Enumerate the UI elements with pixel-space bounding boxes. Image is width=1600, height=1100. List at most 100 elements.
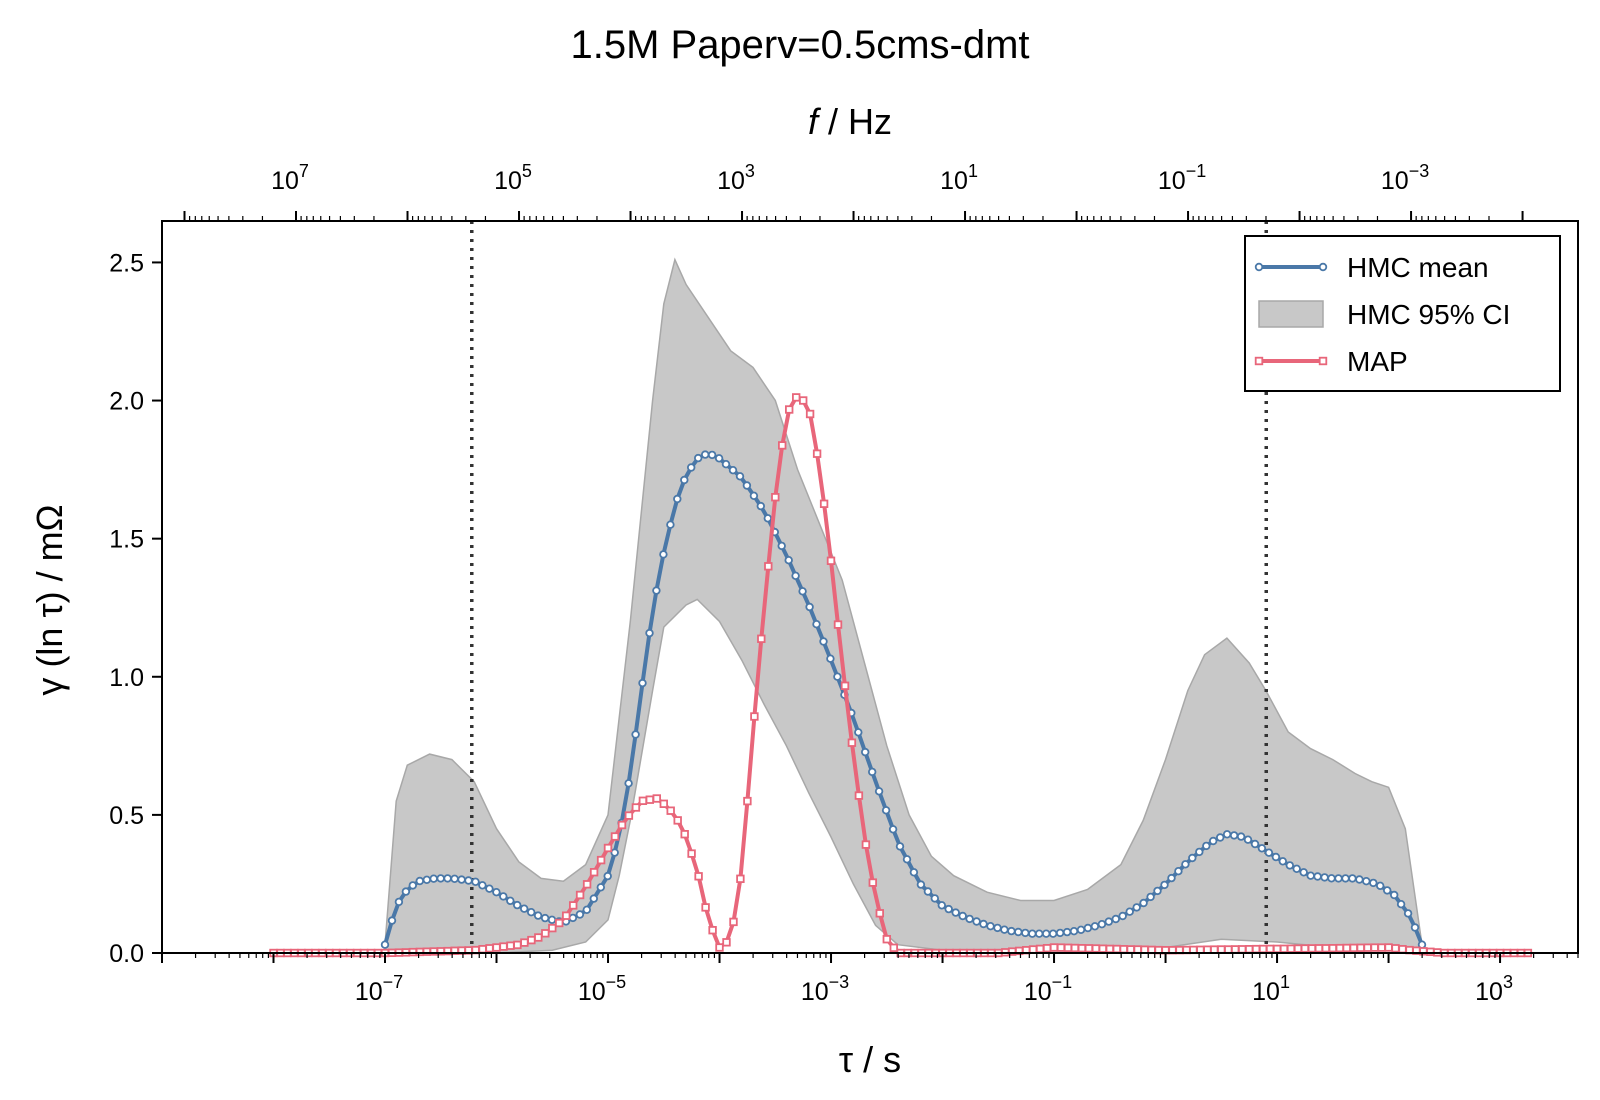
hmc-mean-point (1355, 875, 1364, 884)
map-point (1070, 943, 1080, 953)
map-point (715, 943, 724, 952)
hmc-mean-point (527, 908, 536, 917)
legend-label-hmc-95-ci: HMC 95% CI (1347, 299, 1510, 330)
hmc-mean-point (1382, 886, 1392, 895)
hmc-mean-point (520, 904, 529, 913)
legend-marker (1318, 356, 1328, 366)
hmc-mean-point (1069, 927, 1079, 936)
hmc-mean-point (1028, 929, 1037, 938)
hmc-mean-point (610, 848, 619, 857)
map-point (1300, 944, 1310, 953)
hmc-mean-point (1257, 844, 1267, 853)
map-point (840, 681, 850, 690)
hmc-mean-point (742, 481, 752, 490)
map-point (868, 878, 877, 887)
map-point (687, 849, 696, 858)
hmc-mean-point (1410, 923, 1420, 932)
hmc-mean-point (1062, 927, 1072, 937)
hmc-mean-point (958, 911, 967, 921)
map-point (1265, 944, 1275, 954)
hmc-mean-point (1034, 929, 1044, 938)
hmc-mean-point (1208, 836, 1218, 846)
y-axis-title: γ (ln τ) / mΩ (29, 504, 70, 695)
map-point (792, 393, 801, 402)
hmc-mean-point (485, 884, 494, 893)
map-point (889, 943, 898, 952)
hmc-mean-point (1111, 914, 1120, 924)
hmc-mean-point (1083, 923, 1093, 933)
map-point (1084, 944, 1094, 953)
hmc-mean-point (874, 787, 884, 796)
map-point (1272, 944, 1282, 954)
hmc-mean-point (965, 914, 974, 924)
hmc-mean-point (1403, 909, 1413, 918)
map-point (1258, 944, 1268, 954)
map-point (555, 918, 564, 928)
map-point (812, 449, 822, 458)
hmc-mean-point (1048, 929, 1058, 938)
map-point (1049, 943, 1059, 952)
map-point (610, 832, 620, 841)
hmc-mean-point (506, 896, 515, 905)
map-point (1105, 944, 1114, 954)
hmc-mean-point (812, 620, 821, 629)
map-point (680, 830, 689, 839)
hmc-mean-point (603, 871, 612, 881)
map-point (1363, 943, 1372, 952)
hmc-mean-point (721, 460, 731, 469)
hmc-mean-point (854, 728, 863, 737)
hmc-mean-point (1285, 861, 1294, 870)
map-point (882, 935, 891, 944)
map-point (750, 712, 759, 721)
hmc-mean-point (492, 888, 501, 897)
hmc-mean-point (888, 825, 898, 834)
hmc-mean-point (1264, 848, 1274, 857)
legend-marker (1254, 356, 1264, 366)
hmc-mean-point (1021, 928, 1030, 938)
map-point (1056, 943, 1066, 952)
map-point (1384, 943, 1393, 952)
legend-swatch-hmc-95-ci (1258, 300, 1324, 328)
hmc-mean-point (881, 806, 891, 815)
hmc-mean-point (596, 883, 605, 892)
map-point (506, 941, 515, 950)
hmc-mean-point (1055, 928, 1065, 938)
hmc-mean-point (735, 472, 745, 481)
map-point (1314, 944, 1324, 953)
hmc-mean-point (450, 874, 459, 883)
map-point (1342, 943, 1351, 953)
map-point (520, 938, 529, 947)
hmc-mean-point (1299, 868, 1308, 877)
hmc-mean-point (513, 900, 522, 910)
hmc-mean-point (1313, 872, 1322, 881)
plot-area: 10−7 10−5 10−3 10−1 101 103 107 105 103 101 10−1 10… (109, 161, 1579, 1006)
map-point (805, 409, 815, 419)
hmc-mean-point (666, 520, 675, 529)
hmc-mean-point (436, 874, 445, 883)
hmc-mean-point (1090, 922, 1100, 931)
hmc-mean-point (1334, 874, 1343, 883)
hmc-mean-point (777, 541, 786, 551)
x2-tick-label: 105 (494, 161, 532, 195)
map-point (694, 872, 703, 881)
chart-title: 1.5M Paperv=0.5cms-dmt (570, 23, 1029, 67)
x2-tick-label: 103 (717, 161, 755, 195)
hmc-mean-point (784, 556, 793, 565)
map-point (638, 796, 648, 805)
hmc-95-ci-band (384, 257, 1423, 954)
x2-axis-title: f / Hz (808, 101, 892, 142)
map-point (1349, 943, 1358, 953)
map-point (1098, 944, 1107, 953)
hmc-mean-point (1236, 832, 1246, 841)
map-point (1391, 944, 1400, 953)
legend-marker (1254, 262, 1264, 272)
hmc-mean-point (380, 940, 390, 949)
x2-tick-label: 101 (940, 161, 978, 195)
x-tick-label: 103 (1475, 972, 1513, 1006)
hmc-mean-point (1139, 898, 1148, 908)
map-point (785, 405, 794, 414)
hmc-mean-point (1097, 920, 1107, 929)
map-point (1035, 944, 1045, 954)
map-point (1091, 944, 1101, 953)
map-point (778, 441, 787, 450)
